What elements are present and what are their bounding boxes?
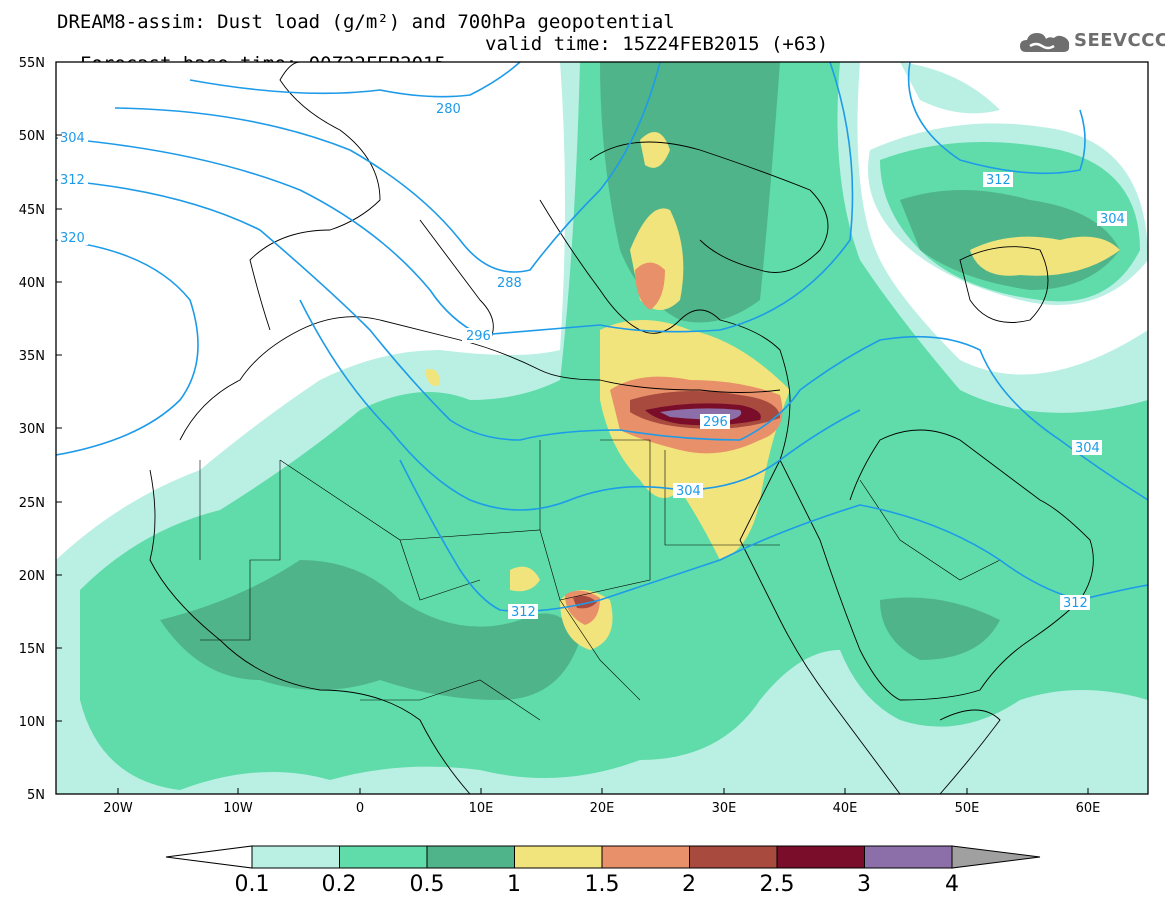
country-borders: [199, 439, 1001, 721]
valid-time: valid time: 15Z24FEB2015 (+63): [485, 33, 829, 55]
seevccc-logo: SEEVCCC: [1018, 28, 1165, 56]
contour-label-296: 296: [466, 329, 491, 344]
lat-label: 40N: [19, 276, 45, 291]
contour-label-304: 304: [60, 131, 85, 146]
lat-label: 50N: [19, 129, 45, 144]
lon-label: 10W: [223, 801, 253, 816]
lat-label: 5N: [27, 788, 45, 803]
logo-text: SEEVCCC: [1074, 30, 1165, 51]
contour-labels: 280 288 296 304 312 320 296 304 312 304 …: [58, 101, 1127, 620]
colorbar-label: 0.2: [321, 872, 357, 897]
map-title: DREAM8-assim: Dust load (g/m²) and 700hP…: [57, 11, 675, 33]
lat-label: 15N: [19, 642, 45, 657]
lon-label: 30E: [712, 801, 737, 816]
colorbar-label: 2: [682, 872, 696, 897]
lon-label: 60E: [1076, 801, 1101, 816]
contour-label-296b: 296: [703, 415, 728, 430]
colorbar-label: 3: [857, 872, 871, 897]
lon-labels: 20W 10W 0 10E 20E 30E 40E 50E 60E: [103, 801, 1100, 816]
colorbar-label: 4: [945, 872, 959, 897]
lat-label: 10N: [19, 715, 45, 730]
lat-label: 20N: [19, 569, 45, 584]
lon-label: 0: [356, 801, 364, 816]
contour-label-320: 320: [60, 231, 85, 246]
lat-label: 25N: [19, 496, 45, 511]
lon-label: 50E: [955, 801, 980, 816]
lon-label: 40E: [833, 801, 858, 816]
colorbar-label: 2.5: [759, 872, 795, 897]
cloud-icon: [1020, 33, 1070, 52]
lat-labels: 55N 50N 45N 40N 35N 30N 25N 20N 15N 10N …: [19, 56, 45, 803]
lat-label: 30N: [19, 422, 45, 437]
contour-label-280: 280: [436, 102, 461, 117]
lat-label: 45N: [19, 203, 45, 218]
contour-label-304b: 304: [676, 484, 701, 499]
lat-label: 55N: [19, 56, 45, 71]
contour-label-312b: 312: [511, 605, 536, 620]
colorbar-label: 1.5: [584, 872, 620, 897]
contour-label-304c: 304: [1100, 212, 1125, 227]
contour-label-312c: 312: [986, 173, 1011, 188]
colorbar-label: 0.1: [234, 872, 270, 897]
colorbar-label: 1: [507, 872, 521, 897]
contour-label-288: 288: [497, 276, 522, 291]
contour-label-304d: 304: [1075, 441, 1100, 456]
coastlines: [149, 62, 1094, 794]
geopotential-contours: [56, 62, 1148, 613]
lon-label: 10E: [469, 801, 494, 816]
lat-label: 35N: [19, 349, 45, 364]
lon-label: 20W: [103, 801, 133, 816]
lon-ticks: [117, 788, 1089, 794]
contour-label-312: 312: [60, 173, 85, 188]
lon-label: 20E: [590, 801, 615, 816]
colorbar-label: 0.5: [409, 872, 445, 897]
lat-ticks: [56, 61, 62, 795]
contour-label-312d: 312: [1063, 596, 1088, 611]
